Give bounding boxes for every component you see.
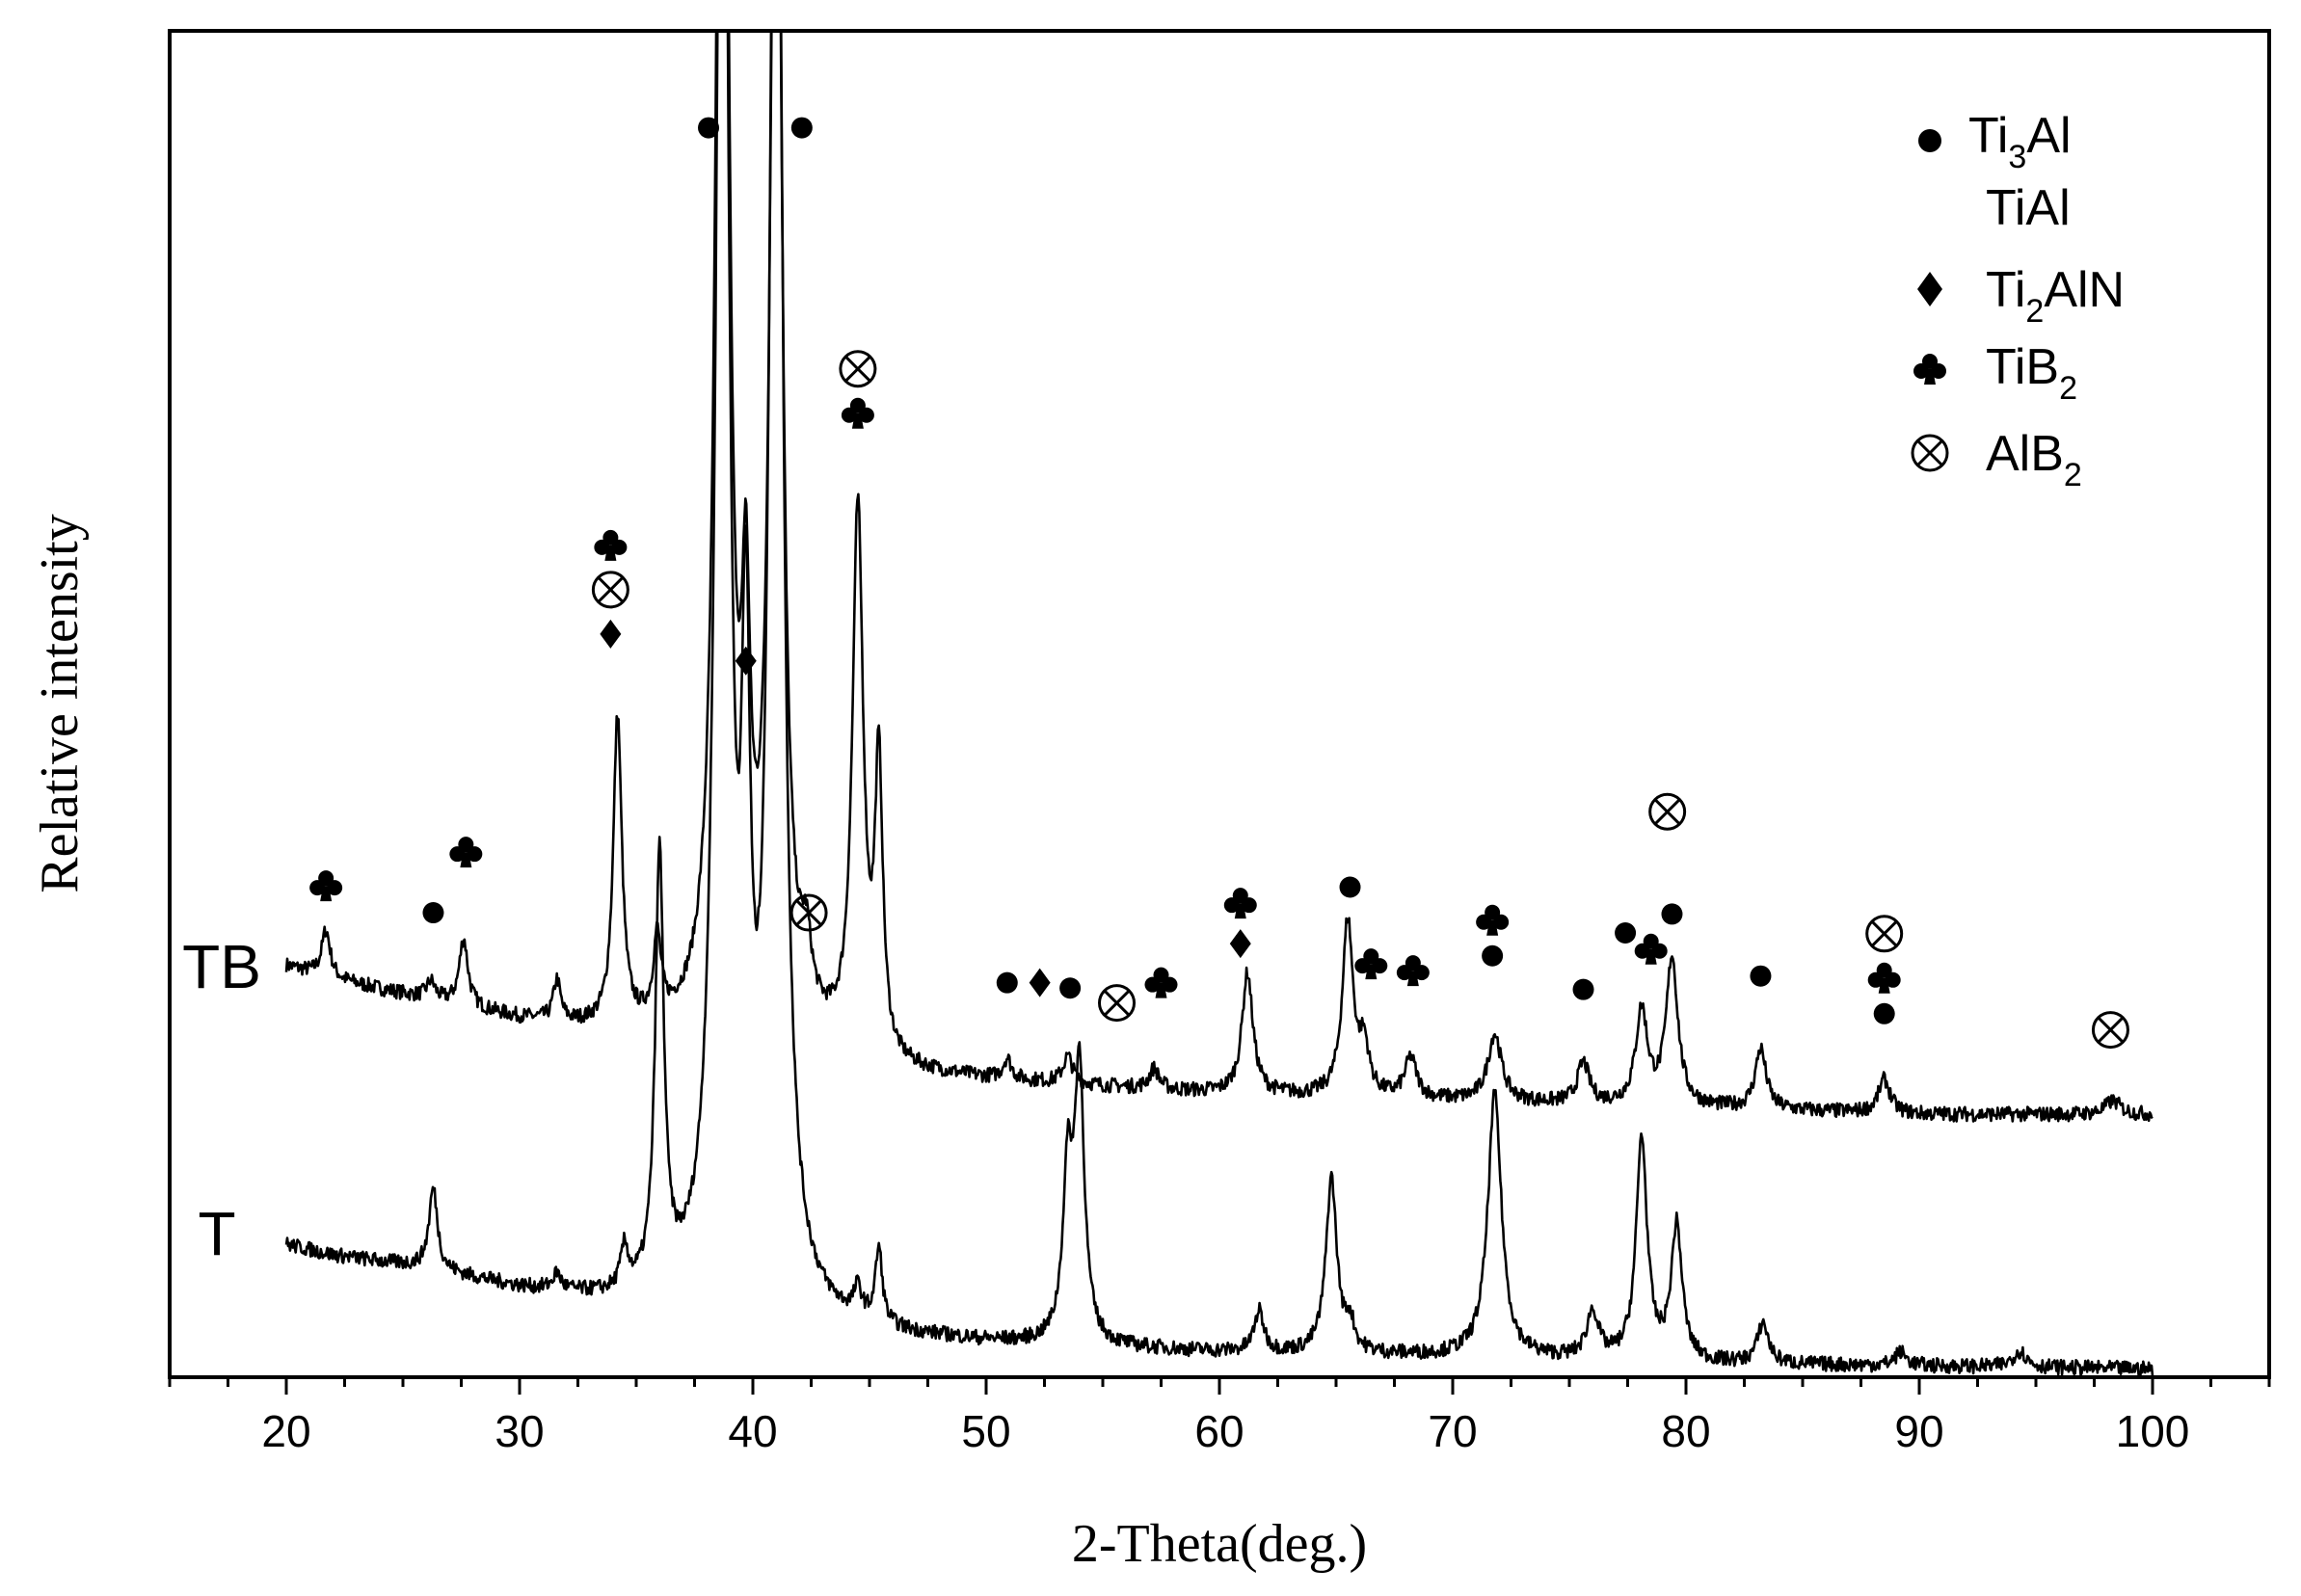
club-marker bbox=[309, 870, 343, 902]
dot-marker bbox=[1615, 921, 1637, 944]
legend-label-rest: Al bbox=[2026, 108, 2071, 164]
series-label-t: T bbox=[198, 1199, 235, 1268]
dot-icon bbox=[1918, 129, 1941, 152]
x-tick-label: 100 bbox=[2116, 1406, 2190, 1456]
legend: Ti3Al TiAl Ti2AlN TiB2 AlB2 bbox=[1911, 108, 2125, 493]
club-marker bbox=[1396, 955, 1430, 987]
series-line-tb bbox=[284, 31, 2154, 1123]
diamond-icon bbox=[1917, 272, 1942, 306]
series-label-tb: TB bbox=[182, 932, 261, 1001]
dot-marker bbox=[422, 902, 444, 924]
svg-text:AlB2: AlB2 bbox=[1986, 426, 2082, 493]
club-marker bbox=[1223, 888, 1257, 919]
x-tick-label: 40 bbox=[728, 1406, 777, 1456]
legend-item-tial: TiAl bbox=[1986, 180, 2071, 236]
otimes-marker bbox=[839, 350, 877, 388]
otimes-marker bbox=[2091, 1011, 2129, 1050]
x-tick-label: 90 bbox=[1894, 1406, 1943, 1456]
otimes-marker bbox=[789, 893, 828, 932]
svg-text:Ti3Al: Ti3Al bbox=[1968, 108, 2072, 175]
x-tick-label: 70 bbox=[1428, 1406, 1477, 1456]
dot-marker bbox=[1750, 965, 1772, 987]
legend-item-ti3al: Ti3Al bbox=[1918, 108, 2072, 175]
diamond-marker bbox=[1029, 968, 1051, 998]
legend-label: TiB bbox=[1986, 339, 2059, 395]
dot-marker bbox=[1873, 1002, 1895, 1024]
dot-marker bbox=[996, 971, 1018, 994]
legend-label: AlB bbox=[1986, 426, 2064, 482]
club-marker bbox=[1634, 933, 1668, 965]
club-marker bbox=[1913, 354, 1946, 385]
dot-marker bbox=[1661, 903, 1683, 925]
legend-sub: 2 bbox=[2025, 293, 2044, 330]
plot-frame bbox=[168, 29, 2271, 1379]
dot-marker bbox=[1339, 876, 1361, 898]
svg-text:TiAl: TiAl bbox=[1986, 180, 2071, 236]
otimes-marker bbox=[1648, 792, 1687, 831]
club-marker bbox=[449, 837, 483, 868]
diamond-marker bbox=[735, 646, 757, 676]
otimes-marker bbox=[1865, 915, 1904, 953]
svg-text:TiB2: TiB2 bbox=[1986, 339, 2077, 407]
dot-marker bbox=[698, 117, 720, 139]
legend-sub: 3 bbox=[2008, 139, 2026, 175]
legend-label: Ti bbox=[1986, 262, 2025, 318]
x-tick-label: 20 bbox=[261, 1406, 310, 1456]
otimes-marker bbox=[1911, 434, 1949, 472]
dot-marker bbox=[1482, 944, 1504, 967]
dot-marker bbox=[1572, 978, 1594, 1000]
series-line-t bbox=[284, 31, 2154, 1377]
otimes-marker bbox=[591, 571, 629, 609]
x-axis-title: 2-Theta(deg.) bbox=[1072, 1514, 1367, 1574]
club-marker bbox=[1144, 967, 1178, 998]
legend-label: Ti bbox=[1968, 108, 2008, 164]
dot-marker bbox=[790, 117, 813, 139]
dot-marker bbox=[1059, 977, 1082, 999]
x-tick-label: 60 bbox=[1194, 1406, 1244, 1456]
legend-item-ti2aln: Ti2AlN bbox=[1917, 262, 2125, 330]
legend-sub: 2 bbox=[2059, 370, 2077, 407]
legend-label-rest: AlN bbox=[2044, 262, 2125, 318]
x-tick-label: 30 bbox=[495, 1406, 544, 1456]
legend-item-tib2 bbox=[1913, 354, 1946, 385]
x-tick-label: 80 bbox=[1661, 1406, 1710, 1456]
otimes-marker bbox=[1098, 984, 1137, 1023]
x-tick-label: 50 bbox=[961, 1406, 1010, 1456]
club-marker bbox=[594, 529, 628, 561]
club-marker bbox=[1476, 904, 1510, 936]
club-marker bbox=[1867, 962, 1901, 994]
y-axis-title: Relative intensity bbox=[30, 514, 90, 892]
club-marker bbox=[1354, 948, 1388, 980]
club-marker bbox=[841, 397, 874, 429]
legend-sub: 2 bbox=[2064, 457, 2082, 493]
legend-item-alb2 bbox=[1911, 434, 1949, 472]
diamond-marker bbox=[600, 619, 622, 649]
diamond-marker bbox=[1229, 929, 1251, 959]
legend-label: TiAl bbox=[1986, 180, 2071, 236]
svg-text:Ti2AlN: Ti2AlN bbox=[1986, 262, 2125, 330]
